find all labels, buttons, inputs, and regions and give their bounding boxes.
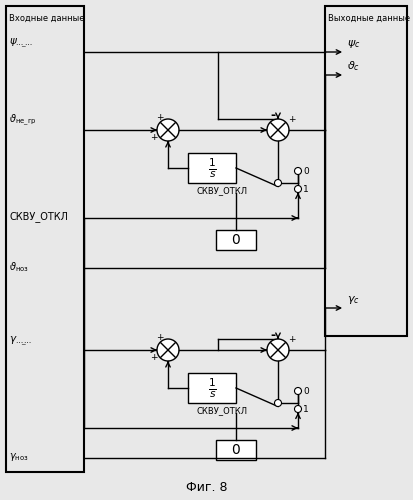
Bar (216, 230, 256, 250)
Text: +: + (156, 112, 164, 122)
Text: $\frac{1}{s}$: $\frac{1}{s}$ (208, 376, 216, 400)
Text: +: + (150, 354, 158, 362)
Text: 0: 0 (303, 166, 309, 175)
Text: 1: 1 (303, 184, 309, 194)
Bar (216, 440, 256, 460)
Bar (188, 373, 236, 403)
Text: 1: 1 (303, 404, 309, 413)
Text: $\vartheta_{\rm ноз}$: $\vartheta_{\rm ноз}$ (9, 260, 29, 274)
Text: $\vartheta_{\rm не\_гр}$: $\vartheta_{\rm не\_гр}$ (9, 113, 37, 128)
Text: Фиг. 8: Фиг. 8 (186, 481, 227, 494)
Circle shape (294, 388, 301, 394)
Text: 0: 0 (232, 233, 240, 247)
Bar (6, 6, 84, 472)
Text: $\psi_{c}$: $\psi_{c}$ (347, 38, 361, 50)
Bar (325, 6, 407, 336)
Text: $\vartheta_{c}$: $\vartheta_{c}$ (347, 59, 360, 73)
Text: +: + (150, 134, 158, 142)
Text: $\frac{1}{s}$: $\frac{1}{s}$ (208, 156, 216, 180)
Circle shape (157, 119, 179, 141)
Text: +: + (156, 332, 164, 342)
Circle shape (157, 339, 179, 361)
Circle shape (294, 406, 301, 412)
Text: -: - (271, 330, 275, 342)
Text: 0: 0 (303, 386, 309, 396)
Text: СКВУ_ОТКЛ: СКВУ_ОТКЛ (9, 212, 68, 222)
Circle shape (275, 180, 282, 186)
Circle shape (267, 119, 289, 141)
Text: $\gamma_{\rm ноз}$: $\gamma_{\rm ноз}$ (9, 451, 28, 463)
Text: Выходные данные: Выходные данные (328, 14, 410, 23)
Bar (188, 153, 236, 183)
Circle shape (294, 168, 301, 174)
Circle shape (294, 186, 301, 192)
Text: +: + (288, 116, 296, 124)
Text: -: - (271, 110, 275, 122)
Circle shape (267, 339, 289, 361)
Text: Входные данные: Входные данные (9, 14, 85, 23)
Text: СКВУ_ОТКЛ: СКВУ_ОТКЛ (197, 186, 247, 195)
Text: $\gamma_{\rm \ldots\!\_\!\ldots}$: $\gamma_{\rm \ldots\!\_\!\ldots}$ (9, 335, 32, 348)
Text: СКВУ_ОТКЛ: СКВУ_ОТКЛ (197, 406, 247, 415)
Text: $\gamma_{c}$: $\gamma_{c}$ (347, 294, 360, 306)
Circle shape (275, 400, 282, 406)
Text: +: + (288, 336, 296, 344)
Text: 0: 0 (232, 443, 240, 457)
Text: $\psi_{\rm \ldots\!\_\!\ldots}$: $\psi_{\rm \ldots\!\_\!\ldots}$ (9, 37, 33, 50)
